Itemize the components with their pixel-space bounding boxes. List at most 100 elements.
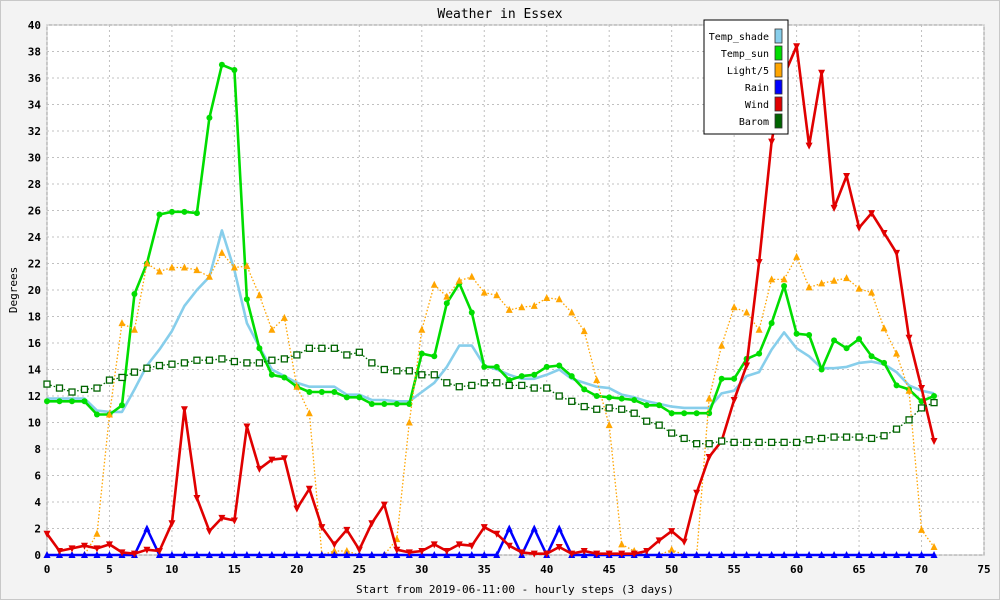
data-point [455, 541, 463, 549]
data-point [730, 303, 738, 311]
y-tick-label: 26 [28, 205, 42, 218]
legend: Temp_shade Temp_sun Light/5 Rain Wind Barom [703, 19, 789, 135]
data-point [293, 551, 301, 558]
data-point [155, 361, 164, 370]
data-point [205, 528, 213, 536]
data-point [393, 551, 401, 558]
data-point [855, 224, 863, 232]
data-point [168, 208, 175, 215]
data-point [281, 374, 288, 381]
legend-box [703, 19, 789, 135]
data-point [855, 551, 863, 558]
data-point [468, 551, 476, 558]
data-point [618, 395, 625, 402]
data-point [481, 363, 488, 370]
data-point [806, 332, 813, 339]
data-point [405, 367, 413, 375]
data-point [881, 359, 888, 366]
data-point [105, 541, 113, 549]
data-point [780, 551, 788, 558]
data-point [268, 371, 275, 378]
data-point [143, 364, 151, 372]
data-point [855, 433, 863, 441]
data-point [155, 267, 163, 275]
data-point [742, 438, 751, 447]
data-point [768, 320, 775, 327]
y-tick-label: 12 [28, 390, 41, 403]
data-point [143, 524, 151, 532]
data-point [631, 396, 638, 403]
y-tick-label: 24 [28, 231, 42, 244]
y-tick-label: 40 [28, 19, 41, 32]
data-point [243, 551, 251, 558]
data-point [918, 551, 926, 558]
data-point [656, 402, 663, 409]
data-point [44, 398, 50, 405]
data-point [293, 351, 301, 359]
data-point [268, 356, 276, 364]
data-point [168, 263, 176, 271]
data-point [343, 351, 351, 359]
data-point [230, 263, 238, 271]
data-point [555, 524, 563, 532]
x-tick-label: 60 [790, 563, 803, 576]
legend-swatch [774, 79, 783, 95]
data-point [218, 355, 226, 363]
data-point [668, 429, 676, 437]
data-point [768, 275, 776, 283]
data-point [555, 544, 563, 552]
data-point [206, 114, 213, 121]
data-point [568, 373, 575, 380]
x-tick-label: 20 [290, 563, 303, 576]
data-point [418, 548, 426, 556]
data-point [305, 485, 313, 493]
data-point [468, 381, 476, 390]
data-point [905, 334, 913, 342]
data-point [418, 371, 426, 379]
data-point [593, 376, 601, 384]
data-point [893, 551, 901, 558]
data-point [105, 376, 114, 384]
data-point [68, 388, 76, 396]
data-point [756, 350, 763, 357]
data-point [43, 530, 51, 538]
data-point [393, 367, 401, 375]
data-point [655, 421, 663, 429]
y-tick-label: 6 [34, 470, 41, 483]
data-point [505, 542, 513, 550]
data-point [406, 400, 413, 407]
data-point [368, 520, 376, 528]
data-point [118, 402, 125, 409]
data-point [318, 524, 326, 532]
data-point [205, 551, 213, 558]
data-point [605, 550, 613, 558]
data-point [830, 433, 838, 441]
data-point [493, 363, 500, 370]
data-point [781, 283, 788, 290]
data-point [680, 538, 688, 546]
data-point [618, 405, 626, 413]
y-tick-label: 32 [28, 125, 41, 138]
data-point [730, 396, 738, 404]
data-point [843, 173, 851, 181]
data-point [130, 550, 138, 558]
data-point [268, 325, 276, 333]
data-point [168, 520, 176, 528]
data-point [805, 283, 813, 291]
data-point [105, 410, 113, 418]
data-point [343, 551, 351, 558]
data-point [380, 365, 388, 374]
legend-label: Temp_sun [721, 49, 769, 60]
y-tick-label: 28 [28, 178, 41, 191]
data-point [118, 319, 126, 327]
data-point [343, 394, 350, 401]
data-point [68, 398, 75, 405]
data-point [430, 541, 438, 549]
data-point [593, 550, 601, 558]
data-point [618, 550, 626, 558]
legend-swatch [774, 113, 783, 129]
series-temp-sun [44, 61, 938, 418]
data-point [480, 288, 488, 296]
data-point [530, 524, 538, 532]
data-point [905, 386, 913, 394]
